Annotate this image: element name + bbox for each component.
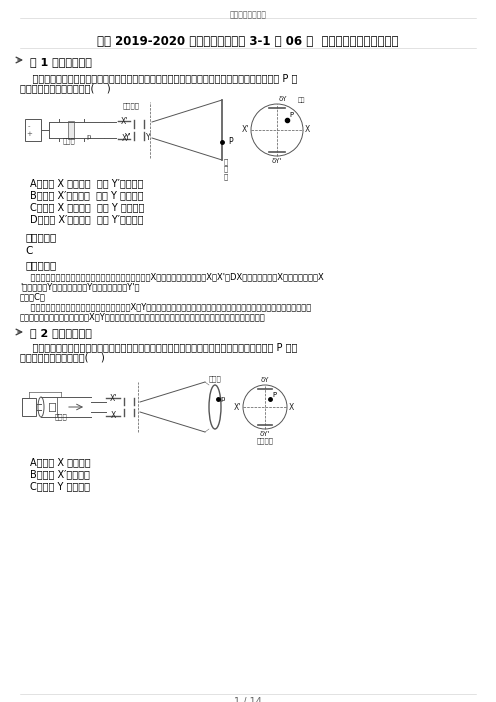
Ellipse shape [38, 397, 44, 417]
Text: X: X [305, 126, 310, 135]
Text: 精选 2019-2020 年粤教版物理选修 3-1 第 06 节  示波器的奥秘巩固辅导四: 精选 2019-2020 年粤教版物理选修 3-1 第 06 节 示波器的奥秘巩… [97, 35, 399, 48]
Text: 【分析】由亮斑位置可知电子偏转的打在偏向X，Y向，由电子所受电场力的方向确定电场的方向，再确定极板所带的电性由亮: 【分析】由亮斑位置可知电子偏转的打在偏向X，Y向，由电子所受电场力的方向确定电场… [20, 302, 311, 311]
Text: 1 / 14: 1 / 14 [234, 697, 262, 702]
Text: P: P [228, 138, 233, 147]
Text: X': X' [109, 394, 117, 403]
Text: 【答案】：: 【答案】： [25, 232, 56, 242]
Text: X: X [122, 134, 126, 143]
Text: 故选：C。: 故选：C。 [20, 292, 46, 301]
Text: B、极板 X′应带正电  极板 Y 应带正电: B、极板 X′应带正电 极板 Y 应带正电 [30, 190, 143, 200]
Text: P: P [272, 392, 276, 398]
Text: Y': Y' [125, 133, 132, 142]
Text: -: - [28, 123, 30, 129]
Text: 第 1 题【单选题】: 第 1 题【单选题】 [30, 57, 92, 67]
Text: 最新教育资料精选: 最新教育资料精选 [230, 10, 266, 19]
Text: X: X [289, 402, 294, 411]
Text: 示波管是示波器的核心部件，它由电子枪、偏转电极和荧光屏组成，如图所示，如果在荧光屏上 P 点: 示波管是示波器的核心部件，它由电子枪、偏转电极和荧光屏组成，如图所示，如果在荧光… [20, 73, 298, 83]
Text: C、极板 X 应带正电  极板 Y 应带正电: C、极板 X 应带正电 极板 Y 应带正电 [30, 202, 144, 212]
Text: A、极板 X 应带负电: A、极板 X 应带负电 [30, 457, 91, 467]
Bar [22, 398, 36, 416]
Text: 现亮斑，那么示波管中的(    ): 现亮斑，那么示波管中的( ) [20, 352, 105, 362]
Text: 电子枪: 电子枪 [62, 138, 75, 144]
Text: 偏转电场: 偏转电场 [123, 102, 139, 109]
Text: 第 2 题【单选题】: 第 2 题【单选题】 [30, 328, 92, 338]
Text: δY': δY' [272, 158, 282, 164]
Text: 【解答】解：电子受力方向与电场方向相反，因电子向X向偏转则，电场方向为X到X'，DX带正电，即极板X的电势高于极板X: 【解答】解：电子受力方向与电场方向相反，因电子向X向偏转则，电场方向为X到X'，… [20, 272, 324, 281]
Text: 如图示，示波管是示波器的核心部件，它由电子枪、偏转电极和荧光屏组成，如果在荧光屏上 P 点出: 如图示，示波管是示波器的核心部件，它由电子枪、偏转电极和荧光屏组成，如果在荧光屏… [20, 342, 298, 352]
Text: X': X' [242, 126, 249, 135]
Text: 【解析】：: 【解析】： [25, 260, 56, 270]
Text: X: X [111, 411, 116, 420]
Text: 荧屏: 荧屏 [298, 98, 306, 103]
Text: δY': δY' [260, 431, 270, 437]
Text: A、极板 X 应带正电  极板 Y′应带正电: A、极板 X 应带正电 极板 Y′应带正电 [30, 178, 143, 188]
Ellipse shape [209, 385, 221, 429]
Text: 偏转电极: 偏转电极 [256, 437, 273, 444]
Circle shape [251, 104, 303, 156]
Text: δY: δY [279, 96, 288, 102]
Text: D、极板 X′应带正电  极板 Y′应带正电: D、极板 X′应带正电 极板 Y′应带正电 [30, 214, 143, 224]
Text: +: + [26, 131, 32, 137]
Bar [68, 121, 74, 139]
Text: X': X' [121, 117, 127, 126]
Text: '，同理可知Y带正电，即极板Y的电势高于极板Y'；: '，同理可知Y带正电，即极板Y的电势高于极板Y'； [20, 282, 139, 291]
Text: 电子枪: 电子枪 [55, 413, 67, 420]
Text: 出现亮斑，那么示波管中的(    ): 出现亮斑，那么示波管中的( ) [20, 83, 111, 93]
Text: p: p [87, 134, 91, 140]
Text: C、极板 Y 应带正电: C、极板 Y 应带正电 [30, 481, 90, 491]
Bar [25, 119, 41, 141]
Text: C: C [25, 246, 32, 256]
Circle shape [243, 385, 287, 429]
Text: 斑位置可知电子偏转的打在偏向X，Y向，由电子所受电场力的方向确定电场的方向，再确定极板所带的电性。: 斑位置可知电子偏转的打在偏向X，Y向，由电子所受电场力的方向确定电场的方向，再确… [20, 312, 266, 321]
Text: X': X' [234, 402, 241, 411]
Text: B、极板 X′应带正电: B、极板 X′应带正电 [30, 469, 90, 479]
Text: p: p [220, 396, 224, 402]
Text: δY: δY [261, 377, 269, 383]
Text: Y: Y [146, 133, 151, 142]
Text: 荧
光
屏: 荧 光 屏 [224, 158, 228, 180]
Text: 荧光屏: 荧光屏 [209, 376, 221, 382]
Text: P: P [289, 112, 293, 118]
